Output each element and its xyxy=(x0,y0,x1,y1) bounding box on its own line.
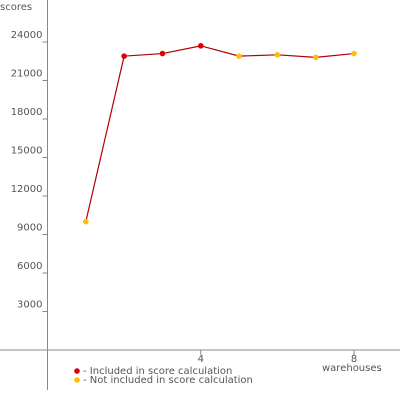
x-axis-label: warehouses xyxy=(322,363,382,374)
legend-marker xyxy=(74,377,80,383)
y-tick-label: 12000 xyxy=(11,184,43,195)
data-point xyxy=(274,52,281,58)
y-tick-label: 18000 xyxy=(11,107,43,118)
y-tick-label: 24000 xyxy=(11,30,43,41)
data-point xyxy=(351,50,357,57)
legend-label: - Included in score calculation xyxy=(83,366,232,377)
data-point xyxy=(197,43,204,49)
legend-label: - Not included in score calculation xyxy=(83,375,253,386)
data-line xyxy=(85,45,355,222)
y-tick-label: 21000 xyxy=(11,69,43,80)
y-axis-label: scores xyxy=(0,2,32,13)
x-tick-label: 8 xyxy=(351,354,357,365)
data-point xyxy=(312,54,319,61)
y-tick-label: 3000 xyxy=(17,300,42,311)
data-point xyxy=(83,218,89,225)
data-point xyxy=(121,53,127,59)
legend-marker xyxy=(74,368,80,374)
y-tick-label: 9000 xyxy=(17,223,42,234)
data-point xyxy=(159,50,166,57)
y-tick-label: 15000 xyxy=(11,146,43,157)
y-tick-label: 6000 xyxy=(17,261,42,272)
data-point xyxy=(236,53,242,59)
x-tick-label: 4 xyxy=(198,354,204,365)
